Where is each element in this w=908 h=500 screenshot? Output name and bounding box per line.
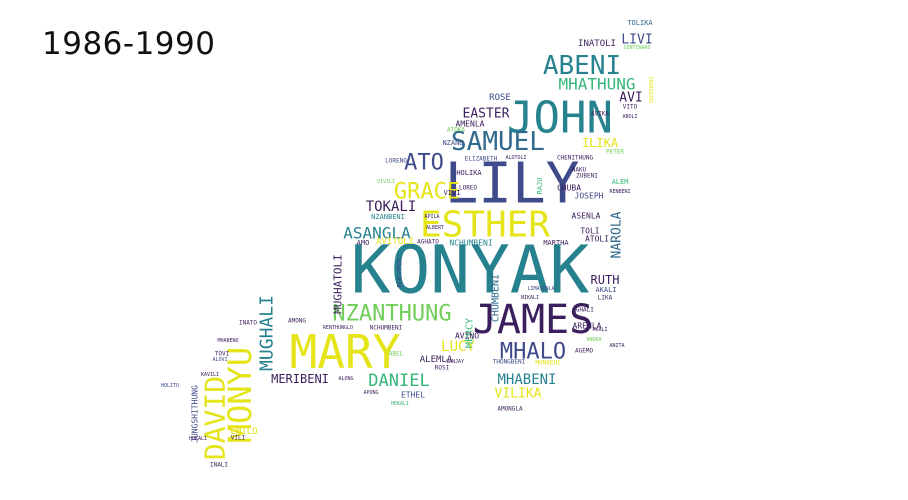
cloud-word: THONGBENI: [493, 359, 526, 366]
cloud-word: JOSEPH: [575, 192, 604, 201]
cloud-word: INATOLI: [578, 39, 616, 49]
cloud-word: RENTHUNGLO: [323, 325, 353, 331]
cloud-word: AGHATO: [417, 239, 439, 246]
cloud-word: ATOKA: [447, 127, 465, 134]
cloud-word: ABOLI: [622, 114, 637, 120]
cloud-word: HOLIKA: [456, 169, 482, 177]
cloud-word: AGEMO: [575, 348, 593, 355]
cloud-word: LIKA: [598, 295, 613, 302]
cloud-word: ELIZABETH: [465, 156, 498, 163]
cloud-word: ZUBENI: [576, 173, 598, 180]
cloud-word: CHENITHUNG: [557, 155, 594, 162]
cloud-word: NZANO: [442, 139, 463, 147]
cloud-word: ROSI: [435, 365, 450, 372]
cloud-word: SENTINARO: [623, 45, 650, 51]
cloud-word: MONBENI: [535, 360, 561, 367]
cloud-word: NAKU: [572, 167, 587, 174]
cloud-word: PETER: [606, 149, 624, 156]
cloud-word: AGHALI: [572, 307, 594, 314]
cloud-word: VIVILI: [377, 179, 395, 185]
cloud-word: DAVID: [199, 376, 232, 460]
cloud-word: ETHEL: [401, 391, 425, 400]
cloud-word: RUTH: [591, 273, 620, 287]
cloud-word: ANITA: [609, 343, 624, 349]
cloud-word: NCHUMBENI: [449, 239, 493, 248]
cloud-word: SANJAY: [446, 359, 464, 365]
cloud-word: VIVI: [444, 189, 461, 197]
cloud-word: NCHUMBENI: [370, 325, 403, 332]
cloud-word: AVIKA: [591, 111, 609, 118]
cloud-word: LIMASENLA: [527, 286, 554, 292]
cloud-word: SAMUEL: [451, 127, 545, 157]
cloud-word: HEKALI: [391, 401, 409, 407]
cloud-word: MERIBENI: [271, 372, 329, 386]
cloud-word: ATO: [404, 151, 444, 176]
cloud-word: VILIKA: [495, 387, 542, 402]
cloud-word: HUKALI: [189, 436, 207, 442]
cloud-word: MUGHATOLI: [332, 254, 345, 314]
cloud-word: ATOLI: [585, 235, 609, 244]
cloud-word: KAVILI: [201, 372, 219, 378]
cloud-word: ZUCHIBENI: [649, 76, 655, 103]
cloud-word: MHABENO: [217, 338, 238, 344]
cloud-word: TOLIKA: [627, 19, 653, 27]
cloud-word: ANOKA: [586, 337, 601, 343]
cloud-word: ROSE: [489, 93, 511, 103]
cloud-word: VILI: [231, 435, 246, 442]
cloud-word: AKALI: [592, 327, 607, 333]
cloud-word: LOREO: [459, 185, 477, 192]
cloud-word: APILA: [424, 214, 439, 220]
cloud-word: AVINO: [455, 332, 479, 341]
cloud-word: DANIEL: [368, 371, 429, 391]
cloud-word: ALOTOLI: [505, 155, 526, 161]
cloud-word: AMONGLA: [497, 406, 523, 413]
cloud-word: ALBERT: [426, 225, 444, 231]
cloud-word: LORENO: [385, 158, 407, 165]
cloud-word: NZANBENI: [371, 213, 405, 221]
cloud-word: MUGHALI: [257, 295, 278, 371]
cloud-word: ALEM: [612, 178, 629, 186]
cloud-word: RENBENI: [609, 189, 630, 195]
cloud-word: ABEL: [389, 351, 404, 358]
cloud-word: AVITOLI: [376, 237, 414, 247]
cloud-word: ASENLA: [572, 212, 601, 221]
cloud-word: MARTHA: [543, 239, 569, 247]
cloud-word: INATO: [239, 320, 257, 327]
cloud-word: ALONG: [338, 376, 353, 382]
cloud-word: AMONG: [288, 318, 306, 325]
cloud-word: HOLITO: [161, 383, 179, 389]
cloud-word: VITO: [623, 104, 638, 111]
cloud-word: NZANTHUNG: [332, 302, 451, 327]
cloud-word: RAJU: [536, 178, 544, 195]
cloud-word: JUNGSHITHUNG: [191, 385, 200, 443]
cloud-word: ALOVI: [212, 357, 227, 363]
cloud-word: APONG: [363, 390, 378, 396]
cloud-word: BENJAMIN: [397, 258, 404, 287]
cloud-word: AMO: [357, 239, 370, 247]
cloud-word: AKALI: [595, 286, 616, 294]
cloud-word: NAROLA: [610, 211, 625, 258]
cloud-word: NIKALI: [521, 295, 539, 301]
cloud-word: CHUMBENI: [491, 274, 502, 322]
cloud-word: INALI: [210, 462, 228, 469]
